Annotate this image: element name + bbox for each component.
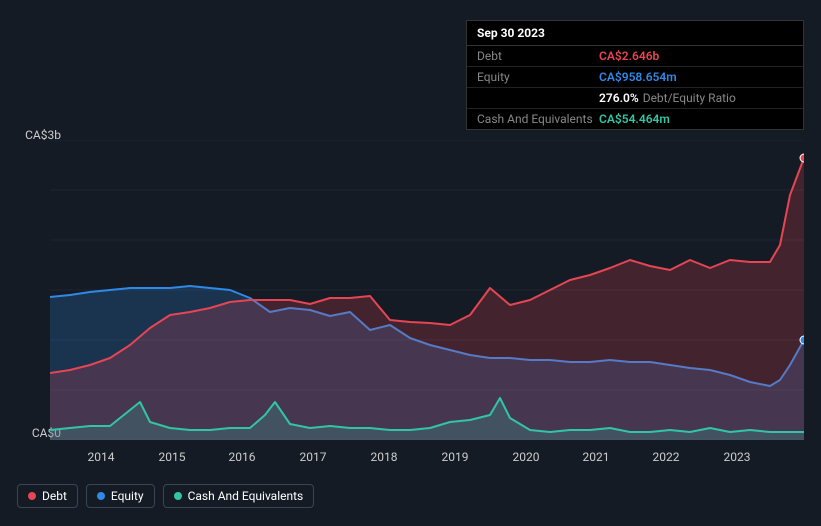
legend-item[interactable]: Cash And Equivalents (163, 484, 315, 508)
legend-item[interactable]: Debt (17, 484, 78, 508)
tooltip-row: EquityCA$958.654m (467, 67, 803, 88)
tooltip-row: 276.0%Debt/Equity Ratio (467, 88, 803, 109)
x-axis-label: 2022 (653, 450, 680, 464)
legend-marker-icon (97, 492, 105, 500)
tooltip-row-value: CA$54.464m (599, 112, 670, 126)
x-axis-label: 2015 (159, 450, 186, 464)
legend-item-label: Cash And Equivalents (188, 489, 304, 503)
x-axis-label: 2021 (583, 450, 610, 464)
legend-item-label: Debt (42, 489, 67, 503)
tooltip-row-label (477, 91, 599, 105)
tooltip-row-value: CA$958.654m (599, 70, 677, 84)
tooltip-row-value: CA$2.646b (599, 49, 659, 63)
x-axis-label: 2016 (229, 450, 256, 464)
chart-legend: Debt Equity Cash And Equivalents (17, 484, 314, 508)
tooltip-row: Cash And EquivalentsCA$54.464m (467, 109, 803, 129)
chart-plot (50, 140, 804, 440)
x-axis-label: 2020 (513, 450, 540, 464)
legend-marker-icon (28, 492, 36, 500)
x-axis-label: 2019 (442, 450, 469, 464)
chart-tooltip: Sep 30 2023 DebtCA$2.646bEquityCA$958.65… (466, 20, 804, 130)
tooltip-row-suffix: Debt/Equity Ratio (643, 91, 736, 105)
tooltip-date: Sep 30 2023 (467, 21, 803, 46)
tooltip-row-label: Cash And Equivalents (477, 112, 599, 126)
tooltip-row-value: 276.0%Debt/Equity Ratio (599, 91, 736, 105)
tooltip-row: DebtCA$2.646b (467, 46, 803, 67)
legend-item-label: Equity (111, 489, 144, 503)
x-axis-label: 2023 (724, 450, 751, 464)
tooltip-rows: DebtCA$2.646bEquityCA$958.654m276.0%Debt… (467, 46, 803, 129)
legend-marker-icon (174, 492, 182, 500)
tooltip-row-label: Equity (477, 70, 599, 84)
x-axis-label: 2017 (300, 450, 327, 464)
tooltip-row-label: Debt (477, 49, 599, 63)
x-axis-label: 2014 (88, 450, 115, 464)
legend-item[interactable]: Equity (86, 484, 155, 508)
x-axis-label: 2018 (371, 450, 398, 464)
